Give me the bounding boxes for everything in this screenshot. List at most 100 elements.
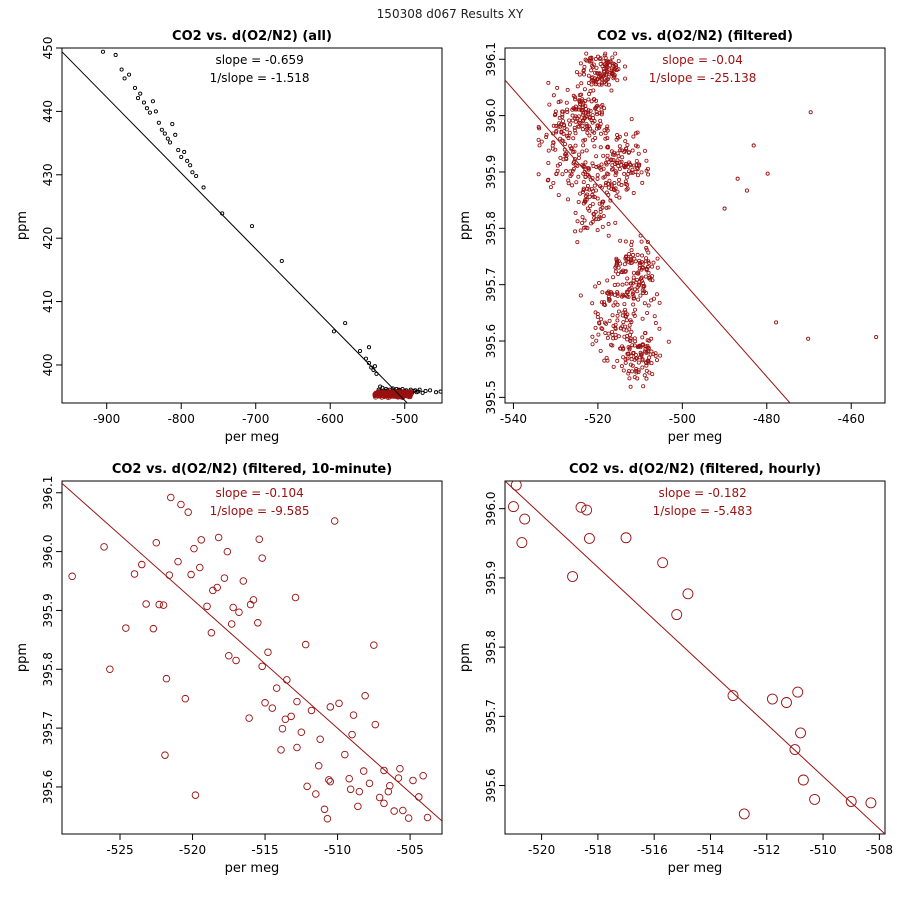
y-tick-label: 396.0 [41, 534, 55, 568]
data-point [607, 178, 612, 183]
data-point [559, 129, 564, 134]
data-point [635, 252, 640, 257]
data-point [355, 787, 364, 796]
data-point [627, 323, 632, 328]
data-point [620, 270, 625, 275]
data-point [586, 97, 591, 102]
data-point [149, 624, 158, 633]
data-point [655, 265, 660, 270]
data-point [625, 276, 630, 281]
data-point [611, 275, 616, 280]
data-point [575, 240, 580, 245]
y-tick-label: 395.6 [484, 768, 498, 802]
data-point [586, 73, 591, 78]
data-point [165, 571, 174, 579]
data-point [603, 330, 608, 335]
data-point [626, 171, 631, 176]
data-point [865, 797, 877, 809]
data-point [633, 352, 638, 357]
data-point [574, 107, 579, 112]
data-point [587, 187, 592, 192]
data-point [621, 355, 626, 360]
data-point [594, 104, 599, 109]
data-point [555, 163, 560, 168]
data-point [400, 391, 406, 397]
y-tick-label: 395.7 [41, 711, 55, 745]
data-point [644, 290, 649, 295]
data-point [631, 275, 636, 280]
data-point [597, 57, 602, 62]
inverse-slope-annotation: 1/slope = -1.518 [210, 71, 310, 85]
data-point [620, 155, 625, 160]
data-point [197, 536, 205, 544]
data-point [600, 224, 605, 229]
data-point [214, 533, 223, 542]
data-point [635, 285, 640, 290]
data-point [602, 53, 607, 58]
data-point [279, 258, 284, 264]
data-point [254, 619, 262, 627]
data-point [546, 148, 551, 153]
data-point [624, 318, 629, 323]
data-point [595, 70, 600, 75]
data-point [627, 327, 632, 332]
data-point [597, 82, 602, 87]
data-point [629, 248, 634, 253]
data-point [631, 294, 636, 299]
data-point [232, 656, 240, 665]
data-point [606, 185, 611, 190]
data-point [651, 260, 656, 265]
data-point [249, 224, 255, 229]
data-point [372, 364, 377, 369]
data-point [615, 189, 620, 194]
y-tick-label: 396.0 [484, 492, 498, 526]
data-point [203, 602, 211, 611]
data-point [616, 334, 621, 339]
data-point [622, 64, 627, 69]
data-point [144, 106, 149, 111]
data-point [141, 100, 147, 105]
plot-frame [61, 480, 443, 835]
data-point [181, 694, 190, 703]
data-point [647, 275, 652, 280]
data-point [627, 286, 632, 291]
x-tick-label: -512 [753, 843, 780, 857]
data-point [651, 352, 656, 357]
y-tick-label: 395.6 [41, 770, 55, 804]
data-point [628, 338, 633, 343]
data-point [400, 394, 406, 400]
data-point [620, 282, 625, 287]
data-point [568, 174, 573, 179]
data-point [581, 143, 586, 148]
data-point [634, 158, 639, 163]
data-point [588, 108, 593, 113]
data-point [744, 188, 749, 193]
x-axis-label: per meg [668, 861, 723, 876]
data-point [599, 162, 604, 167]
data-point [612, 62, 617, 67]
data-point [641, 265, 646, 270]
y-tick-label: 396.0 [484, 98, 498, 132]
data-point [593, 57, 598, 62]
data-point [795, 727, 807, 739]
data-point [380, 385, 385, 390]
data-point [293, 697, 301, 706]
data-point [113, 52, 118, 58]
data-point [551, 93, 556, 98]
data-point [640, 365, 645, 370]
x-tick-label: -520 [528, 843, 555, 857]
data-point [646, 303, 651, 308]
data-point [649, 349, 654, 354]
data-point [593, 325, 598, 330]
data-point [617, 144, 622, 149]
data-point [809, 793, 821, 805]
data-point [637, 355, 642, 360]
data-point [727, 690, 739, 702]
data-point [68, 572, 76, 581]
data-point [386, 782, 394, 790]
data-point [608, 70, 613, 75]
data-point [564, 169, 569, 174]
data-point [576, 114, 581, 119]
data-point [375, 389, 381, 395]
data-point [596, 280, 601, 285]
